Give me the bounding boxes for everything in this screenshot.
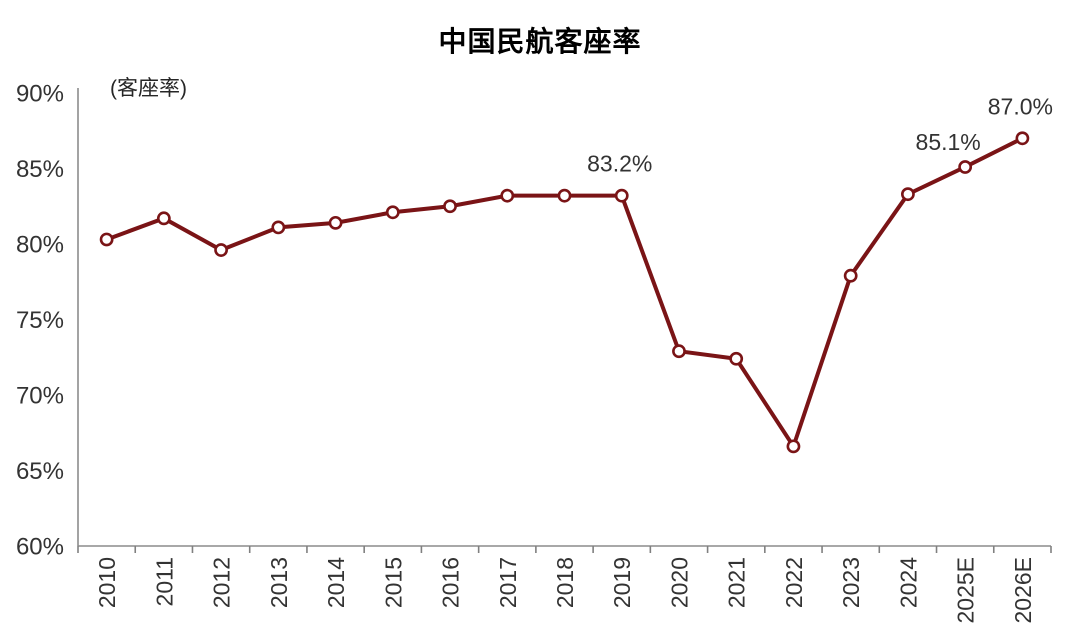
y-tick-label: 80% bbox=[16, 232, 64, 259]
data-point-label: 87.0% bbox=[988, 93, 1053, 119]
series-line bbox=[104, 136, 1025, 451]
x-tick-label: 2022 bbox=[781, 557, 807, 608]
data-point-marker bbox=[214, 243, 228, 257]
data-point-label: 83.2% bbox=[587, 151, 652, 177]
y-tick-label: 60% bbox=[16, 534, 64, 561]
data-labels: 83.2% 85.1% 87.0% bbox=[587, 93, 1053, 176]
series-markers bbox=[99, 131, 1030, 454]
data-point-marker bbox=[1015, 131, 1030, 146]
x-tick-label: 2018 bbox=[552, 557, 578, 608]
x-tick-label: 2015 bbox=[380, 557, 406, 608]
x-tick-label: 2023 bbox=[838, 557, 864, 608]
chart-title: 中国民航客座率 bbox=[438, 26, 642, 57]
x-tick-label: 2010 bbox=[94, 557, 120, 608]
data-point-marker bbox=[500, 188, 515, 203]
data-point-marker bbox=[614, 188, 629, 203]
y-tick-label: 90% bbox=[16, 81, 64, 108]
data-point-marker bbox=[156, 211, 171, 226]
data-point-marker bbox=[843, 268, 858, 283]
y-tick-label: 85% bbox=[16, 156, 64, 183]
x-tick-label: 2021 bbox=[724, 557, 750, 608]
x-tick-label: 2020 bbox=[666, 557, 692, 608]
x-tick-label: 2016 bbox=[438, 557, 464, 608]
axes bbox=[77, 88, 1052, 553]
data-point-marker bbox=[271, 220, 286, 235]
y-axis-unit-label: (客座率) bbox=[110, 77, 187, 100]
x-tick-label: 2025E bbox=[953, 557, 979, 624]
data-point-marker bbox=[99, 232, 114, 247]
x-tick-label: 2012 bbox=[209, 557, 235, 608]
x-tick-label: 2013 bbox=[266, 557, 292, 608]
y-axis-tick-labels: 60% 65% 70% 75% 80% 85% 90% bbox=[16, 81, 64, 561]
y-tick-label: 70% bbox=[16, 383, 64, 410]
data-point-marker bbox=[328, 215, 343, 230]
y-tick-label: 65% bbox=[16, 458, 64, 485]
x-tick-label: 2026E bbox=[1010, 557, 1036, 624]
data-point-marker bbox=[729, 351, 744, 366]
x-tick-label: 2017 bbox=[495, 557, 521, 608]
x-tick-label: 2024 bbox=[895, 557, 921, 608]
x-tick-label: 2011 bbox=[151, 557, 177, 606]
data-point-marker bbox=[672, 344, 686, 359]
data-point-label: 85.1% bbox=[916, 129, 981, 155]
data-point-marker bbox=[901, 187, 915, 202]
data-point-marker bbox=[557, 188, 572, 203]
data-point-marker bbox=[958, 160, 973, 174]
x-tick-label: 2014 bbox=[323, 557, 349, 608]
x-axis-tick-labels: 2010 2011 2012 2013 2014 2015 2016 2017 2018 2019… bbox=[94, 557, 1036, 624]
data-point-marker bbox=[443, 199, 457, 214]
data-point-marker bbox=[385, 205, 400, 220]
x-tick-label: 2019 bbox=[609, 557, 635, 608]
y-tick-label: 75% bbox=[16, 307, 64, 334]
data-point-marker bbox=[786, 439, 801, 454]
